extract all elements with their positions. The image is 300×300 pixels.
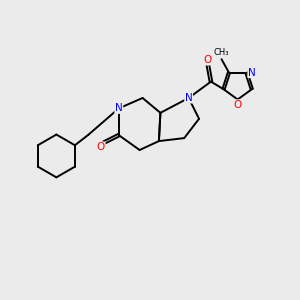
Text: O: O — [234, 100, 242, 110]
Text: O: O — [204, 55, 212, 65]
Text: O: O — [97, 142, 105, 152]
Text: N: N — [115, 103, 123, 113]
Text: N: N — [248, 68, 256, 78]
Text: CH₃: CH₃ — [213, 48, 229, 57]
Text: N: N — [185, 93, 193, 103]
